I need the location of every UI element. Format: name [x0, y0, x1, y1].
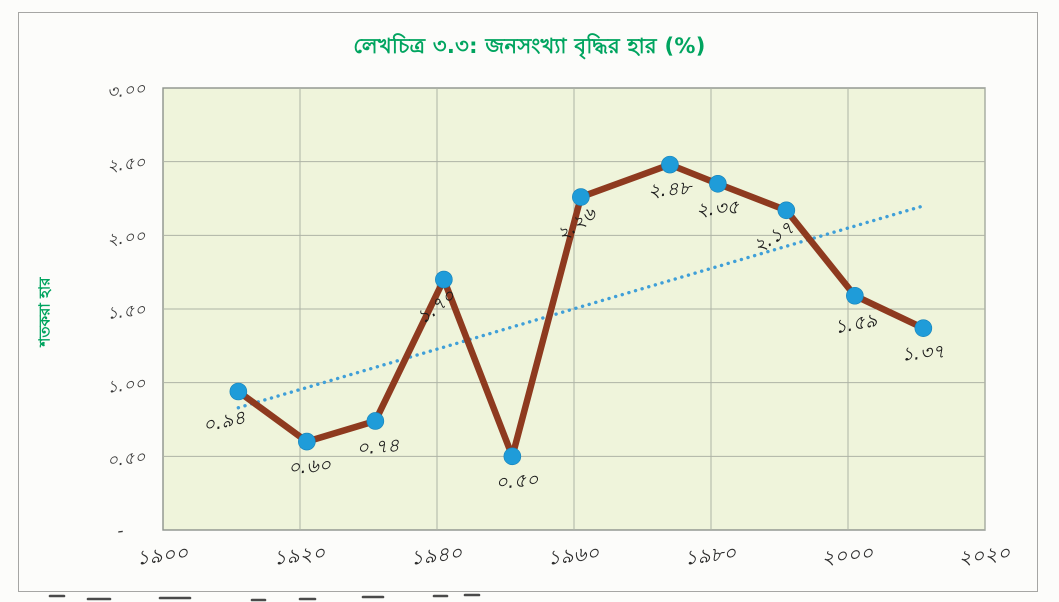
x-tick-label: ১৯২০ — [272, 540, 327, 569]
figure-border — [18, 12, 1038, 592]
data-point-label: ১.৩৭ — [901, 341, 946, 366]
x-tick-label: ১৯০০ — [135, 540, 190, 569]
data-point-marker — [846, 286, 864, 305]
chart-title: লেখচিত্র ৩.৩: জনসংখ্যা বৃদ্ধির হার (%) — [353, 34, 706, 58]
data-point-marker — [661, 155, 679, 174]
data-point-label: ০.৫০ — [495, 469, 540, 494]
data-point-marker — [709, 174, 727, 193]
data-point-marker — [914, 319, 933, 337]
y-tick-label: ২.৫০ — [106, 153, 147, 177]
x-tick-label: ১৯৪০ — [409, 540, 464, 569]
y-tick-label: ০.৫০ — [106, 447, 147, 471]
x-tick-label: ১৯৮০ — [683, 540, 738, 569]
data-point-marker — [503, 447, 522, 466]
data-point-marker — [366, 412, 385, 430]
data-point-marker — [435, 270, 453, 289]
y-tick-label: ১.০০ — [106, 374, 147, 398]
y-tick-label: ১.৫০ — [106, 300, 147, 324]
y-tick-label: - — [116, 521, 124, 542]
data-point-label: ০.৬০ — [287, 454, 332, 479]
data-point-marker — [777, 201, 796, 220]
x-tick-label: ১৯৬০ — [546, 540, 601, 569]
data-point-label: ০.৭৪ — [356, 434, 401, 459]
y-tick-label: ৩.০০ — [106, 79, 147, 103]
x-tick-label: ২০০০ — [820, 540, 875, 569]
data-point-marker — [572, 188, 590, 206]
x-tick-label: ২০২০ — [957, 540, 1012, 569]
data-point-marker — [298, 432, 316, 451]
y-tick-label: ২.০০ — [106, 226, 147, 250]
data-point-label: ২.৪৮ — [647, 177, 694, 202]
data-point-marker — [229, 382, 248, 401]
data-point-label: ২.৩৫ — [695, 196, 740, 221]
